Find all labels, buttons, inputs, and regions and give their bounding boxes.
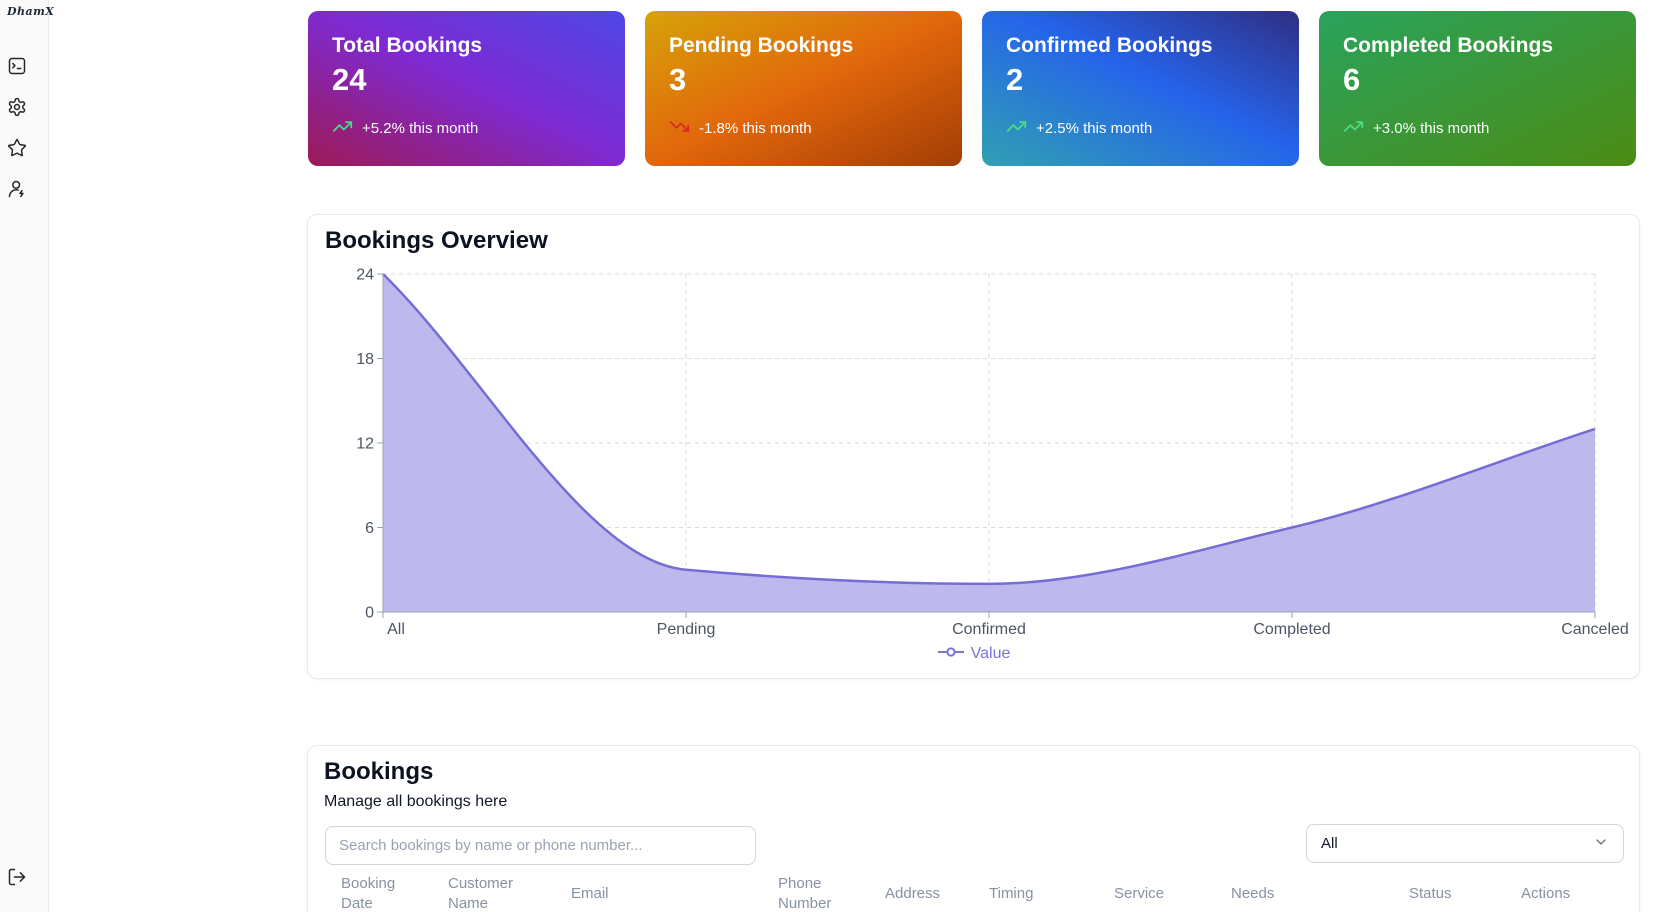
legend-label: Value xyxy=(970,645,1011,662)
x-axis-tick: Completed xyxy=(1253,621,1330,638)
terminal-icon[interactable] xyxy=(7,55,29,77)
stats-row: Total Bookings 24 +5.2% this month Pendi… xyxy=(308,11,1636,166)
y-axis-tick: 6 xyxy=(365,520,374,537)
column-header-address: Address xyxy=(885,885,941,902)
y-axis-tick: 24 xyxy=(356,267,374,284)
user-plus-icon[interactable] xyxy=(7,178,29,200)
column-header-service: Service xyxy=(1114,885,1165,902)
bookings-overview-chart: 24 18 12 6 0 All Pending Confirmed Compl… xyxy=(356,267,1629,639)
chart-legend: Value xyxy=(308,645,1639,663)
stat-trend-text: +3.0% this month xyxy=(1373,120,1490,137)
x-axis-tick: All xyxy=(387,621,405,638)
bookings-subtitle: Manage all bookings here xyxy=(324,793,508,810)
y-axis-tick: 12 xyxy=(356,436,374,453)
sidebar: DhamX xyxy=(0,0,54,912)
stat-value: 3 xyxy=(669,62,687,97)
table-header-row: Booking Date Customer Name Email Phone N… xyxy=(325,874,1625,912)
status-filter-select[interactable]: All xyxy=(1306,824,1624,863)
x-axis-tick: Pending xyxy=(657,621,716,638)
stat-card-total-bookings: Total Bookings 24 +5.2% this month xyxy=(308,11,625,166)
x-axis-tick: Canceled xyxy=(1561,621,1629,638)
bookings-panel: Bookings Manage all bookings here All Bo… xyxy=(307,745,1640,912)
column-header-customer-name: Customer Name xyxy=(448,875,514,912)
filter-selected-value: All xyxy=(1321,835,1338,852)
line-series xyxy=(382,273,1596,586)
stat-trend-text: -1.8% this month xyxy=(699,120,812,137)
logout-icon[interactable] xyxy=(7,866,29,888)
stat-card-pending-bookings: Pending Bookings 3 -1.8% this month xyxy=(645,11,962,166)
stat-card-confirmed-bookings: Confirmed Bookings 2 +2.5% this month xyxy=(982,11,1299,166)
trending-up-icon xyxy=(332,116,353,141)
stat-value: 6 xyxy=(1343,62,1361,97)
trending-up-icon xyxy=(1343,116,1364,141)
trending-down-icon xyxy=(669,116,690,141)
stat-card-completed-bookings: Completed Bookings 6 +3.0% this month xyxy=(1319,11,1636,166)
stat-trend-text: +2.5% this month xyxy=(1036,120,1153,137)
column-header-booking-date: Booking Date xyxy=(341,875,396,912)
stat-title: Completed Bookings xyxy=(1343,34,1554,57)
legend-item-value[interactable]: Value xyxy=(937,645,1011,663)
y-axis-tick: 0 xyxy=(365,605,374,622)
column-header-phone-number: Phone Number xyxy=(778,875,832,912)
stat-title: Pending Bookings xyxy=(669,34,854,57)
app-logo: DhamX xyxy=(7,5,55,18)
stat-value: 2 xyxy=(1006,62,1024,97)
settings-gear-icon[interactable] xyxy=(7,96,29,118)
stat-title: Confirmed Bookings xyxy=(1006,34,1213,57)
column-header-actions: Actions xyxy=(1521,885,1571,902)
column-header-timing: Timing xyxy=(989,885,1034,902)
column-header-email: Email xyxy=(571,885,609,902)
chart-title: Bookings Overview xyxy=(325,227,548,254)
column-header-needs: Needs xyxy=(1231,885,1275,902)
y-axis-tick: 18 xyxy=(356,351,374,368)
legend-line-icon xyxy=(937,645,965,663)
stat-value: 24 xyxy=(332,62,367,97)
x-axis-tick: Confirmed xyxy=(952,621,1026,638)
bookings-overview-panel: Bookings Overview 24 18 12 6 0 xyxy=(307,214,1640,679)
bookings-title: Bookings xyxy=(324,758,434,785)
stat-title: Total Bookings xyxy=(332,34,483,57)
search-input[interactable] xyxy=(325,826,756,865)
trending-up-icon xyxy=(1006,116,1027,141)
column-header-status: Status xyxy=(1409,885,1452,902)
star-icon[interactable] xyxy=(7,137,29,159)
stat-trend-text: +5.2% this month xyxy=(362,120,479,137)
chevron-down-icon xyxy=(1593,834,1609,854)
